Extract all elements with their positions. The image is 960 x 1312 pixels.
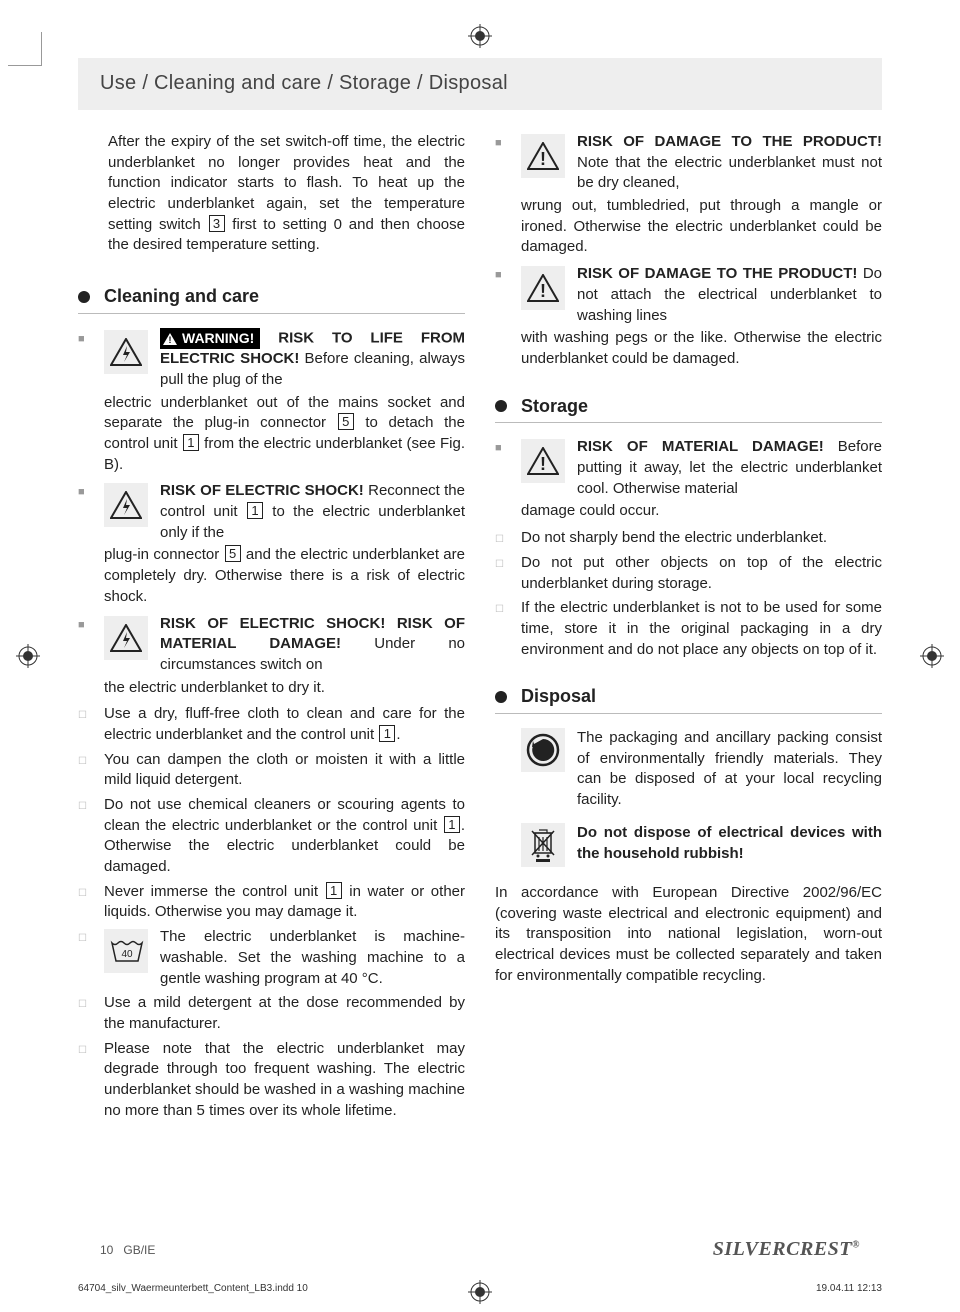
continuation: with washing pegs or the like. Otherwise… — [495, 328, 882, 369]
continuation: plug-in connector 5 and the electric und… — [78, 545, 465, 607]
list-item: ! RISK OF DAMAGE TO THE PRODUCT! Do not … — [495, 264, 882, 326]
warning-shock-icon — [104, 483, 148, 527]
bullet-icon — [495, 598, 513, 617]
bullet-icon — [78, 927, 96, 946]
section-title: Cleaning and care — [104, 284, 259, 309]
columns: After the expiry of the set switch-off t… — [78, 132, 882, 1125]
crop-mark — [8, 32, 42, 66]
ref-num: 1 — [444, 816, 460, 833]
continuation: electric underblanket out of the mains s… — [78, 393, 465, 476]
svg-text:!: ! — [540, 281, 546, 301]
bullet-icon — [78, 1039, 96, 1058]
list-item: ! RISK OF MATERIAL DAMAGE! Before puttin… — [495, 437, 882, 499]
bullet-icon — [495, 264, 513, 283]
body-paragraph: In accordance with European Directive 20… — [495, 883, 882, 986]
slug-file: 64704_silv_Waermeunterbett_Content_LB3.i… — [78, 1282, 308, 1296]
bullet-icon — [495, 132, 513, 151]
bullet-icon — [495, 691, 507, 703]
warning-title: RISK OF DAMAGE TO THE PRODUCT! — [577, 133, 882, 150]
warning-label: WARNING! — [182, 329, 254, 348]
svg-text:!: ! — [540, 149, 546, 169]
list-item: Do not dispose of electrical devices wit… — [495, 823, 882, 867]
warning-icon: ! — [521, 266, 565, 310]
bullet-icon — [495, 437, 513, 456]
ref-num: 3 — [209, 215, 225, 232]
list-item: !WARNING! RISK TO LIFE FROM ELECTRIC SHO… — [78, 328, 465, 391]
wash-40-icon: 40 — [104, 929, 148, 973]
list-item: Do not use chemical cleaners or scouring… — [78, 795, 465, 878]
bullet-icon — [78, 882, 96, 901]
continuation: the electric underblanket to dry it. — [78, 678, 465, 699]
ref-num: 1 — [183, 434, 199, 451]
body-text: Note that the electric underblanket must… — [577, 154, 882, 192]
registration-mark-icon — [16, 644, 40, 668]
bullet-icon — [78, 993, 96, 1012]
list-item: Please note that the electric underblank… — [78, 1039, 465, 1122]
list-item: Never immerse the control unit 1 in wate… — [78, 882, 465, 923]
slug-date: 19.04.11 12:13 — [816, 1282, 882, 1296]
warning-badge: ! WARNING! — [160, 328, 260, 349]
bullet-icon — [495, 528, 513, 547]
warning-icon: ! — [521, 439, 565, 483]
warning-icon: ! — [521, 134, 565, 178]
svg-text:!: ! — [169, 335, 172, 345]
left-column: After the expiry of the set switch-off t… — [78, 132, 465, 1125]
bullet-icon — [78, 795, 96, 814]
page-header: Use / Cleaning and care / Storage / Disp… — [78, 58, 882, 110]
warning-title: RISK OF MATERIAL DAMAGE! — [577, 438, 824, 455]
bullet-icon — [78, 704, 96, 723]
list-item: Use a dry, fluff-free cloth to clean and… — [78, 704, 465, 745]
bullet-icon — [495, 553, 513, 572]
section-title: Storage — [521, 394, 588, 419]
page: Use / Cleaning and care / Storage / Disp… — [78, 58, 882, 1125]
list-item: 40 The electric underblanket is machine-… — [78, 927, 465, 989]
section-heading: Cleaning and care — [78, 284, 465, 314]
list-item: The packaging and ancillary packing cons… — [495, 728, 882, 811]
region-code: GB/IE — [123, 1243, 155, 1257]
section-heading: Storage — [495, 394, 882, 424]
section-heading: Disposal — [495, 684, 882, 714]
list-item: If the electric underblanket is not to b… — [495, 598, 882, 660]
list-item: Do not sharply bend the electric underbl… — [495, 528, 882, 549]
list-item: Do not put other objects on top of the e… — [495, 553, 882, 594]
intro-paragraph: After the expiry of the set switch-off t… — [78, 132, 465, 256]
brand-logo: SILVERCREST® — [713, 1236, 860, 1264]
warning-shock-icon — [104, 616, 148, 660]
registration-mark-icon — [468, 24, 492, 48]
page-number: 10 — [100, 1243, 113, 1257]
bullet-icon — [78, 614, 96, 633]
right-column: ! RISK OF DAMAGE TO THE PRODUCT! Note th… — [495, 132, 882, 1125]
list-item: You can dampen the cloth or moisten it w… — [78, 750, 465, 791]
bullet-icon — [78, 291, 90, 303]
bullet-icon — [78, 328, 96, 347]
bullet-icon — [78, 481, 96, 500]
ref-num: 1 — [326, 882, 342, 899]
list-item: RISK OF ELECTRIC SHOCK! RISK OF MATERIAL… — [78, 614, 465, 676]
recycle-icon — [521, 728, 565, 772]
weee-bin-icon — [521, 823, 565, 867]
continuation: wrung out, tumbledried, put through a ma… — [495, 196, 882, 258]
svg-text:40: 40 — [121, 949, 133, 960]
warning-title: Do not dispose of electrical devices wit… — [577, 823, 882, 864]
bullet-icon — [495, 400, 507, 412]
ref-num: 5 — [338, 413, 354, 430]
registration-mark-icon — [920, 644, 944, 668]
ref-num: 1 — [247, 502, 263, 519]
header-text: Use / Cleaning and care / Storage / Disp… — [100, 70, 508, 98]
svg-text:!: ! — [540, 454, 546, 474]
warning-title: RISK OF DAMAGE TO THE PRODUCT! — [577, 265, 857, 282]
ref-num: 1 — [379, 725, 395, 742]
bullet-icon — [78, 750, 96, 769]
section-title: Disposal — [521, 684, 596, 709]
list-item: RISK OF ELECTRIC SHOCK! Reconnect the co… — [78, 481, 465, 543]
list-item: Use a mild detergent at the dose recomme… — [78, 993, 465, 1034]
warning-title: RISK OF ELECTRIC SHOCK! — [160, 482, 364, 499]
warning-shock-icon — [104, 330, 148, 374]
ref-num: 5 — [225, 545, 241, 562]
continuation: damage could occur. — [495, 501, 882, 522]
print-slug: 64704_silv_Waermeunterbett_Content_LB3.i… — [78, 1282, 882, 1296]
page-footer: 10 GB/IE SILVERCREST® — [100, 1236, 860, 1264]
list-item: ! RISK OF DAMAGE TO THE PRODUCT! Note th… — [495, 132, 882, 194]
